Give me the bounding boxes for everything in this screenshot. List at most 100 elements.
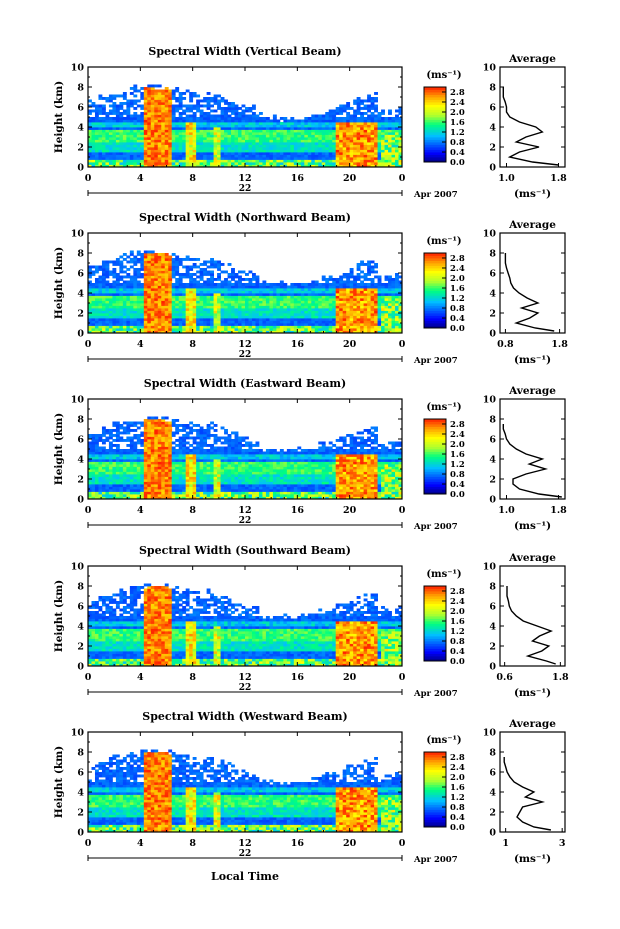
profile-y-tick-label: 2 bbox=[489, 309, 496, 320]
profile-xlabel: (ms⁻¹) bbox=[514, 687, 551, 699]
colorbar-frame bbox=[423, 751, 447, 828]
colorbar bbox=[423, 418, 447, 495]
x-tick-label: 20 bbox=[343, 339, 357, 350]
y-tick-label: 10 bbox=[71, 229, 85, 240]
colorbar-tick-label: 0.8 bbox=[450, 637, 465, 647]
profile-x-tick-label: 3 bbox=[559, 838, 566, 849]
x-tick-label: 16 bbox=[291, 339, 305, 350]
profile-y-tick-label: 6 bbox=[489, 269, 496, 280]
panel-5: Spectral Width (Westward Beam)0246810Hei… bbox=[53, 710, 566, 865]
colorbar-tick-label: 2.8 bbox=[450, 587, 465, 597]
colorbar-tick-label: 2.4 bbox=[450, 597, 465, 607]
profile-y-tick-label: 4 bbox=[489, 788, 496, 799]
profile-x-tick-label: 1.8 bbox=[551, 339, 568, 350]
colorbar-tick-label: 2.8 bbox=[450, 753, 465, 763]
y-axis-label: Height (km) bbox=[53, 746, 65, 818]
profile-y-tick-label: 2 bbox=[489, 475, 496, 486]
colorbar-tick-label: 2.0 bbox=[450, 274, 465, 284]
colorbar bbox=[423, 252, 447, 329]
colorbar-tick-label: 1.2 bbox=[450, 627, 465, 637]
y-tick-label: 0 bbox=[77, 163, 84, 174]
y-tick-label: 6 bbox=[77, 602, 84, 613]
profile-y-tick-label: 0 bbox=[489, 329, 496, 340]
y-tick-label: 8 bbox=[77, 83, 84, 94]
x-tick-label: 16 bbox=[291, 173, 305, 184]
profile-x-tick-label: 1.0 bbox=[498, 173, 515, 184]
panel-3: Spectral Width (Eastward Beam) 0 2 4 6 8 10 Hei… bbox=[53, 377, 567, 532]
profile-title: Average bbox=[508, 718, 556, 730]
profile-frame bbox=[499, 398, 566, 500]
colorbar-tick-label: 0.0 bbox=[450, 490, 465, 500]
profile-y-tick-label: 4 bbox=[489, 289, 496, 300]
panel-4: Spectral Width (Southward Beam) 0 2 4 6 8 10 He… bbox=[53, 544, 569, 699]
profile-y-tick-label: 2 bbox=[489, 143, 496, 154]
y-tick-label: 2 bbox=[77, 309, 84, 320]
profile-x-tick-label: 0.8 bbox=[497, 339, 514, 350]
profile-y-tick-label: 0 bbox=[489, 495, 496, 506]
x-tick-label: 12 bbox=[238, 672, 251, 683]
x-tick-label: 12 bbox=[238, 505, 251, 516]
y-tick-label: 4 bbox=[77, 289, 84, 300]
profile-frame bbox=[499, 232, 566, 334]
panel-title: Spectral Width (Eastward Beam) bbox=[144, 377, 346, 390]
panel-title: Spectral Width (Vertical Beam) bbox=[148, 45, 341, 58]
y-tick-label: 0 bbox=[77, 828, 84, 839]
profile-y-tick-label: 8 bbox=[489, 748, 496, 759]
x-tick-label: 8 bbox=[189, 339, 196, 350]
x-tick-label: 0 bbox=[399, 672, 406, 683]
profile-panel: Average 0 2 4 6 8 10 1.0 1.8 (ms⁻¹) bbox=[483, 53, 567, 200]
profile-panel: Average 0 2 4 6 8 10 0.6 1.8(ms⁻¹) bbox=[483, 552, 569, 699]
x-tick-label: 16 bbox=[291, 672, 305, 683]
x-tick-label: 0 bbox=[85, 672, 92, 683]
profile-x-tick-label: 1.8 bbox=[552, 672, 569, 683]
profile-xlabel: (ms⁻¹) bbox=[514, 188, 551, 200]
colorbar-label: (ms⁻¹) bbox=[426, 70, 461, 81]
month-label: Apr 2007 bbox=[413, 522, 458, 532]
colorbar-tick-label: 0.8 bbox=[450, 304, 465, 314]
heatmap-field bbox=[88, 250, 403, 334]
colorbar-tick-label: 0.4 bbox=[450, 480, 465, 490]
profile-y-tick-label: 4 bbox=[489, 622, 496, 633]
y-tick-label: 8 bbox=[77, 249, 84, 260]
y-axis-label: Height (km) bbox=[53, 580, 65, 652]
profile-x-tick-label: 1.8 bbox=[550, 173, 567, 184]
date-label: 22 bbox=[239, 849, 252, 859]
profile-y-tick-label: 4 bbox=[489, 455, 496, 466]
month-label: Apr 2007 bbox=[413, 689, 458, 699]
profile-y-tick-label: 8 bbox=[489, 83, 496, 94]
profile-y-tick-label: 8 bbox=[489, 249, 496, 260]
colorbar-tick-label: 0.4 bbox=[450, 314, 465, 324]
colorbar-tick-label: 2.4 bbox=[450, 98, 465, 108]
colorbar-tick-label: 2.0 bbox=[450, 607, 465, 617]
x-tick-label: 0 bbox=[399, 173, 406, 184]
colorbar-tick-label: 1.2 bbox=[450, 128, 465, 138]
panel-title: Spectral Width (Westward Beam) bbox=[142, 710, 347, 723]
profile-y-tick-label: 10 bbox=[483, 562, 497, 573]
heatmap-field bbox=[88, 416, 403, 500]
colorbar-tick-label: 2.8 bbox=[450, 88, 465, 98]
date-label: 22 bbox=[239, 683, 252, 693]
profile-line bbox=[502, 87, 559, 166]
colorbar-frame bbox=[423, 86, 447, 163]
y-tick-label: 10 bbox=[71, 562, 85, 573]
colorbar-tick-label: 2.0 bbox=[450, 108, 465, 118]
profile-xlabel: (ms⁻¹) bbox=[514, 853, 551, 865]
profile-y-tick-label: 6 bbox=[489, 602, 496, 613]
y-axis-label: Height (km) bbox=[53, 247, 65, 319]
y-axis-label: Height (km) bbox=[53, 81, 65, 153]
profile-y-tick-label: 10 bbox=[483, 395, 497, 406]
y-tick-label: 4 bbox=[77, 455, 84, 466]
colorbar-tick-label: 1.2 bbox=[450, 294, 465, 304]
profile-frame bbox=[499, 66, 566, 168]
profile-title: Average bbox=[508, 53, 556, 65]
profile-title: Average bbox=[508, 552, 556, 564]
heatmap-field bbox=[88, 84, 403, 168]
y-tick-label: 2 bbox=[77, 475, 84, 486]
x-tick-label: 0 bbox=[85, 173, 92, 184]
colorbar-tick-label: 1.6 bbox=[450, 118, 465, 128]
heatmap-field bbox=[88, 749, 403, 833]
colorbar-tick-label: 2.4 bbox=[450, 264, 465, 274]
x-tick-label: 16 bbox=[291, 838, 305, 849]
profile-panel: Average 0 2 4 6 8 10 1 3 (ms⁻¹) bbox=[483, 718, 566, 865]
